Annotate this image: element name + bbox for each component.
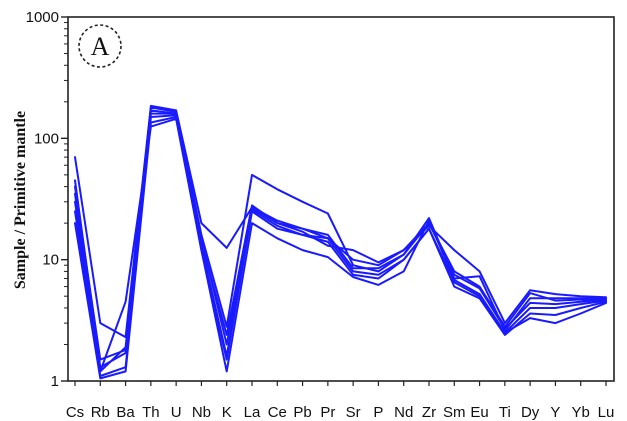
- badge-label: A: [91, 32, 110, 61]
- x-tick-label-dy: Dy: [521, 404, 540, 421]
- plot-frame: [67, 16, 615, 382]
- x-tick-label-ba: Ba: [116, 404, 135, 421]
- axes-layer: 1 10 100 1000 Cs Rb Ba Th U Nb K La Ce Pb Pr Sr P Nd Zr Sm E…: [26, 9, 615, 421]
- x-tick-label-p: P: [373, 404, 383, 421]
- y-axis-label: Sample / Primitive mantle: [12, 111, 29, 289]
- x-tick-label-yb: Yb: [572, 404, 590, 421]
- sample-line-6: [74, 117, 607, 373]
- y-tick-label: 100: [34, 130, 59, 147]
- y-tick-label: 1000: [26, 9, 59, 26]
- sample-line-4: [74, 114, 607, 377]
- x-tick-label-eu: Eu: [470, 404, 488, 421]
- y-tick-label: 1: [51, 373, 59, 390]
- x-tick-label-k: K: [222, 404, 232, 421]
- x-tick-label-u: U: [171, 404, 182, 421]
- x-tick-label-ti: Ti: [499, 404, 511, 421]
- x-tick-label-pr: Pr: [320, 404, 335, 421]
- badge: A: [78, 24, 122, 68]
- x-tick-label-y: Y: [550, 404, 560, 421]
- x-tick-label-sr: Sr: [346, 404, 361, 421]
- x-tick-label-sm: Sm: [443, 404, 466, 421]
- x-tick-label-pb: Pb: [293, 404, 311, 421]
- x-tick-label-th: Th: [142, 404, 160, 421]
- x-tick-label-nb: Nb: [192, 404, 211, 421]
- x-tick-label-cs: Cs: [66, 404, 84, 421]
- sample-line-7: [74, 112, 607, 369]
- x-tick-label-la: La: [244, 404, 261, 421]
- series-layer: [74, 104, 607, 380]
- x-tick-label-zr: Zr: [422, 404, 436, 421]
- y-tick-label: 10: [42, 252, 59, 269]
- x-tick-label-nd: Nd: [394, 404, 413, 421]
- x-tick-label-ce: Ce: [268, 404, 287, 421]
- badge-circle: [78, 24, 122, 68]
- x-tick-label-rb: Rb: [91, 404, 110, 421]
- x-tick-label-lu: Lu: [598, 404, 615, 421]
- sample-line-5: [74, 116, 607, 380]
- sample-line-2: [74, 106, 607, 361]
- sample-line-3: [74, 109, 607, 373]
